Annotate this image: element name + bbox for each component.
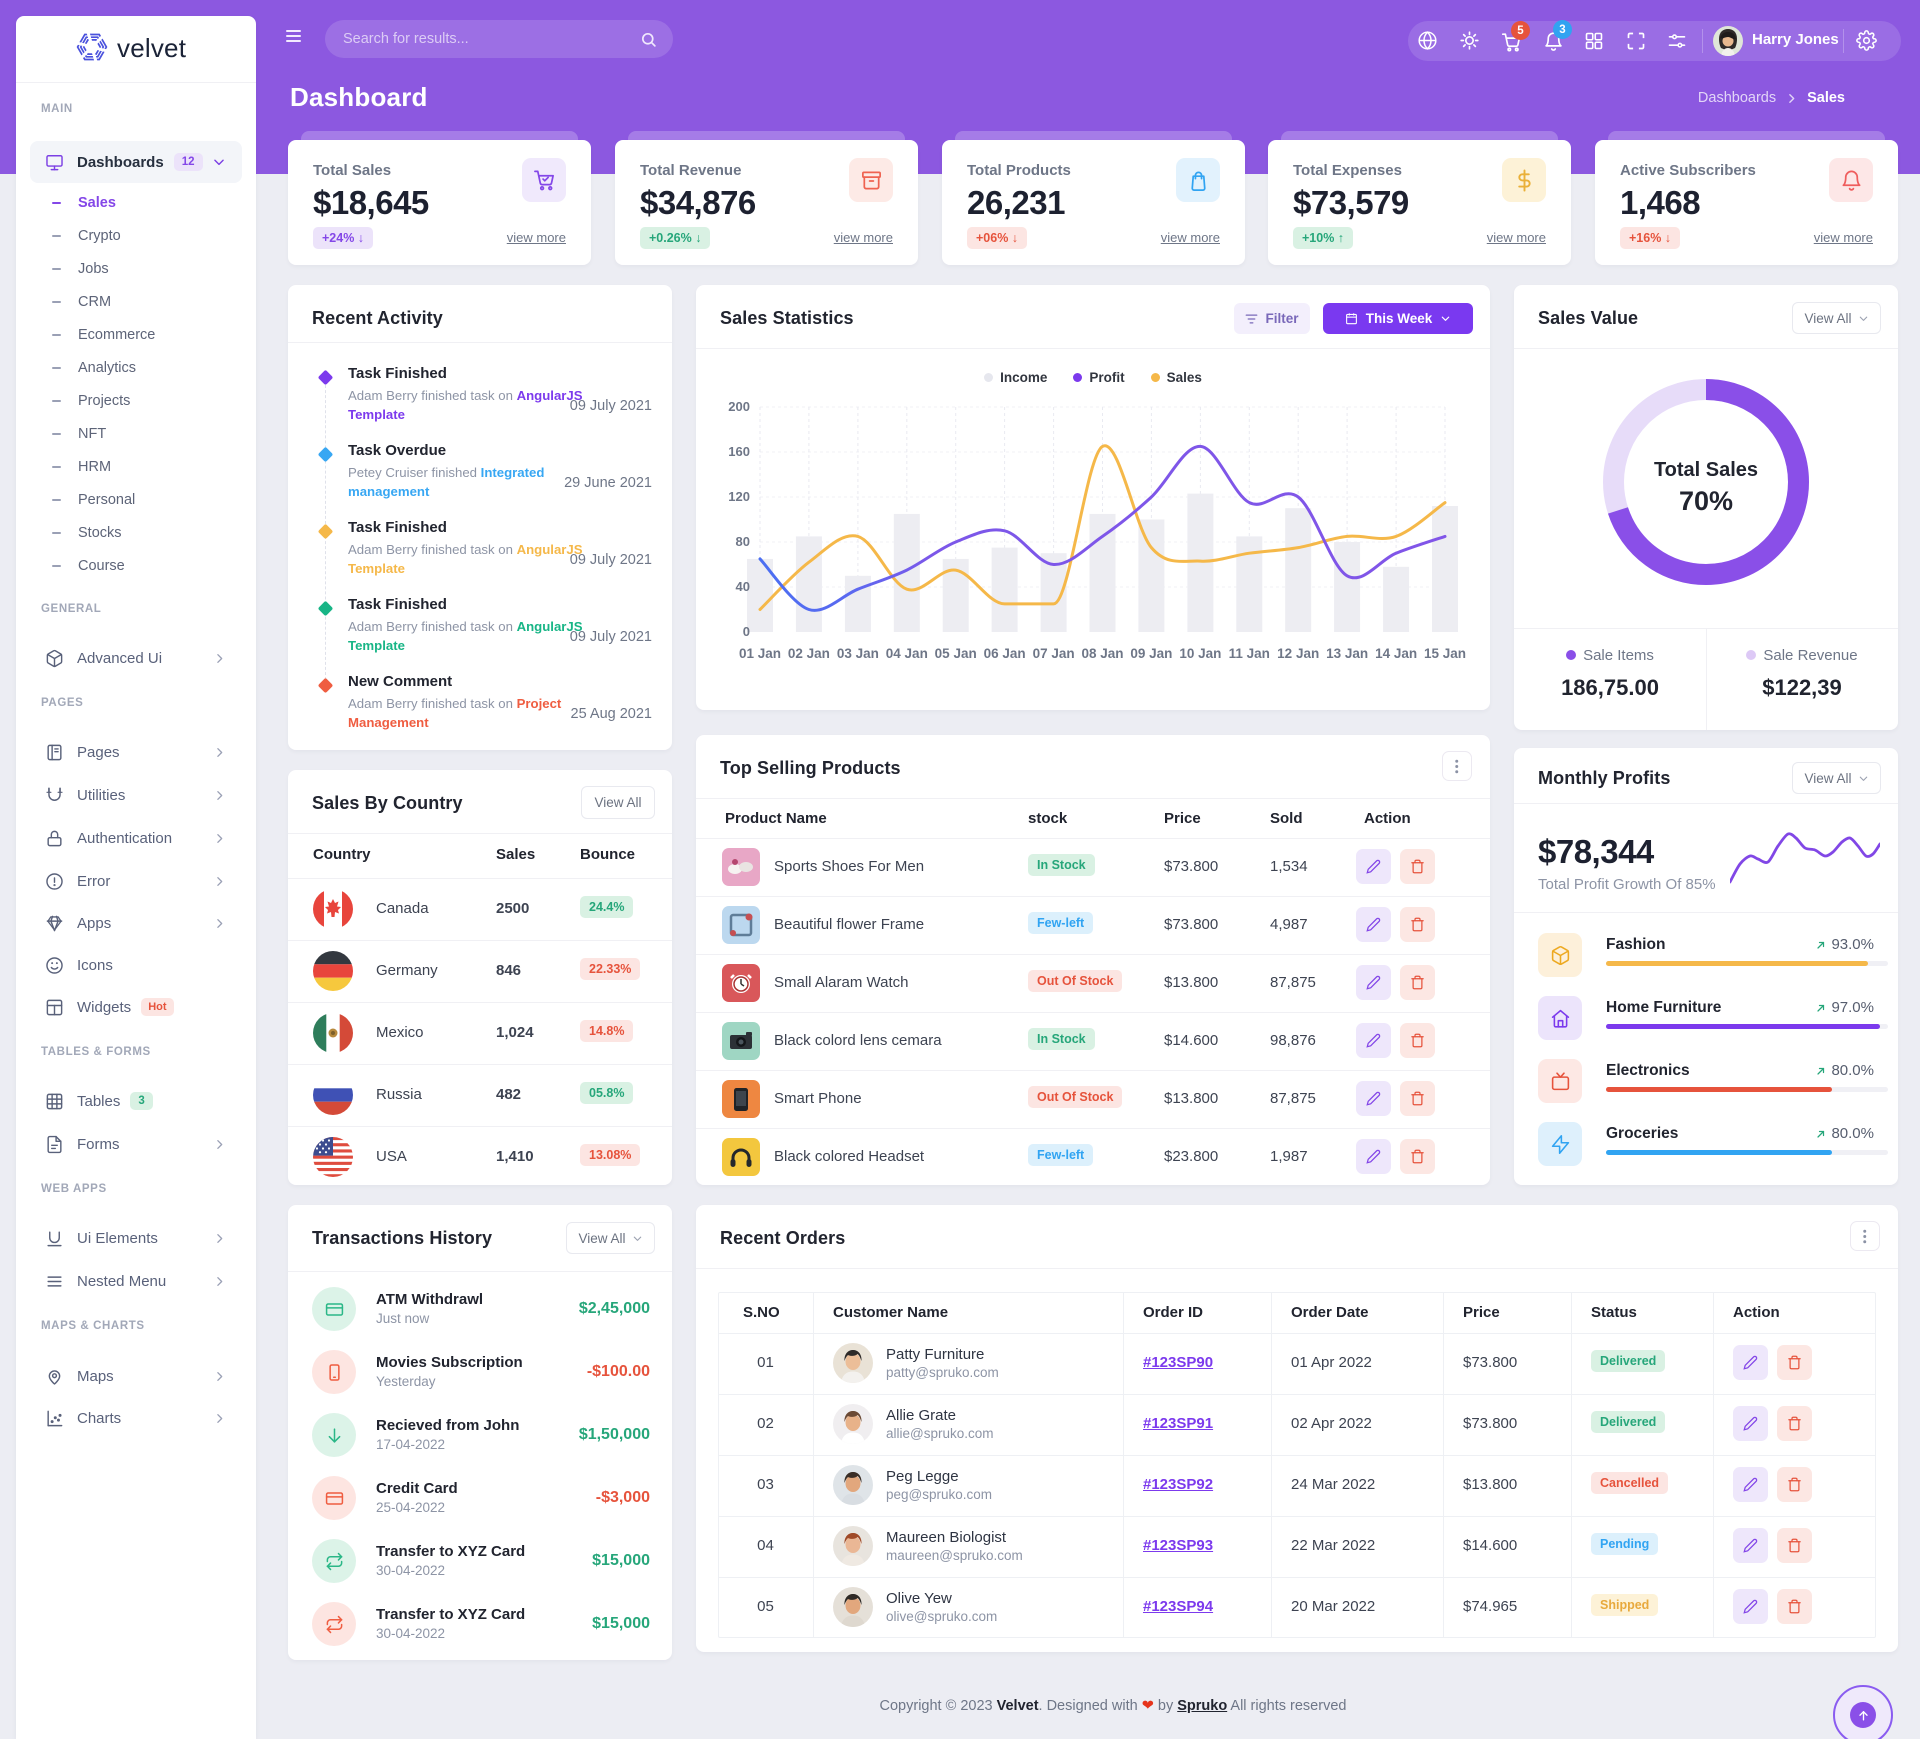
svg-text:04 Jan: 04 Jan	[886, 646, 928, 661]
svg-text:120: 120	[728, 489, 750, 504]
svg-text:11 Jan: 11 Jan	[1229, 646, 1270, 661]
svg-text:06 Jan: 06 Jan	[984, 646, 1026, 661]
svg-text:70%: 70%	[1679, 486, 1733, 516]
svg-text:40: 40	[736, 579, 750, 594]
svg-text:05 Jan: 05 Jan	[935, 646, 977, 661]
svg-text:08 Jan: 08 Jan	[1081, 646, 1123, 661]
svg-text:15 Jan: 15 Jan	[1424, 646, 1466, 661]
svg-text:03 Jan: 03 Jan	[837, 646, 879, 661]
svg-text:10 Jan: 10 Jan	[1179, 646, 1221, 661]
svg-text:12 Jan: 12 Jan	[1277, 646, 1319, 661]
svg-text:01 Jan: 01 Jan	[739, 646, 781, 661]
svg-text:07 Jan: 07 Jan	[1033, 646, 1075, 661]
svg-text:0: 0	[743, 624, 750, 639]
svg-text:80: 80	[736, 534, 750, 549]
svg-text:14 Jan: 14 Jan	[1375, 646, 1417, 661]
svg-text:13 Jan: 13 Jan	[1326, 646, 1368, 661]
svg-text:02 Jan: 02 Jan	[788, 646, 830, 661]
svg-text:09 Jan: 09 Jan	[1130, 646, 1172, 661]
svg-text:Total Sales: Total Sales	[1654, 459, 1758, 481]
svg-text:200: 200	[728, 399, 750, 414]
svg-text:160: 160	[728, 444, 750, 459]
